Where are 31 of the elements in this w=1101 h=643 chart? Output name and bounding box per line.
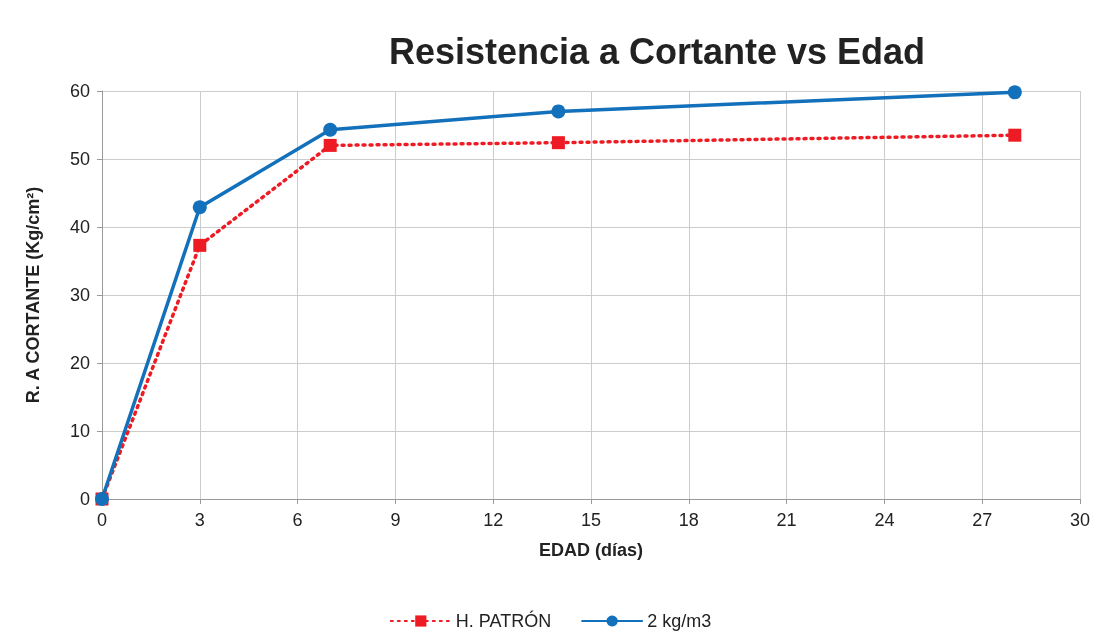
y-tick-label: 40 xyxy=(69,217,90,237)
x-axis-title: EDAD (días) xyxy=(538,540,644,560)
legend-label: H. PATRÓN xyxy=(455,610,552,631)
point xyxy=(551,136,565,150)
x-tick-label: 30 xyxy=(1069,510,1091,530)
point xyxy=(193,238,207,252)
y-axis-title: R. A CORTANTE (Kg/cm²) xyxy=(23,186,43,404)
point xyxy=(192,200,207,215)
x-tick-label: 18 xyxy=(678,510,699,530)
y-tick-label: 60 xyxy=(69,81,90,101)
x-tick-label: 15 xyxy=(580,510,602,530)
x-tick-label: 27 xyxy=(972,510,993,530)
y-tick-label: 0 xyxy=(79,489,90,509)
legend-label: 2 kg/m3 xyxy=(647,611,712,631)
point xyxy=(1007,85,1022,100)
chart-title: Resistencia a Cortante vs Edad xyxy=(388,30,926,72)
point xyxy=(323,122,338,137)
x-tick-label: 0 xyxy=(96,510,108,530)
point xyxy=(551,104,566,119)
point xyxy=(323,138,337,152)
y-tick-label: 20 xyxy=(69,353,90,373)
x-tick-label: 3 xyxy=(194,510,205,530)
x-tick-label: 21 xyxy=(776,510,797,530)
y-tick-label: 50 xyxy=(69,149,90,169)
x-tick-label: 9 xyxy=(390,510,401,530)
y-tick-label: 30 xyxy=(69,285,90,305)
x-tick-label: 12 xyxy=(483,510,504,530)
point xyxy=(1008,128,1022,142)
y-tick-label: 10 xyxy=(69,421,90,441)
x-tick-label: 6 xyxy=(292,510,303,530)
x-tick-label: 24 xyxy=(874,510,895,530)
